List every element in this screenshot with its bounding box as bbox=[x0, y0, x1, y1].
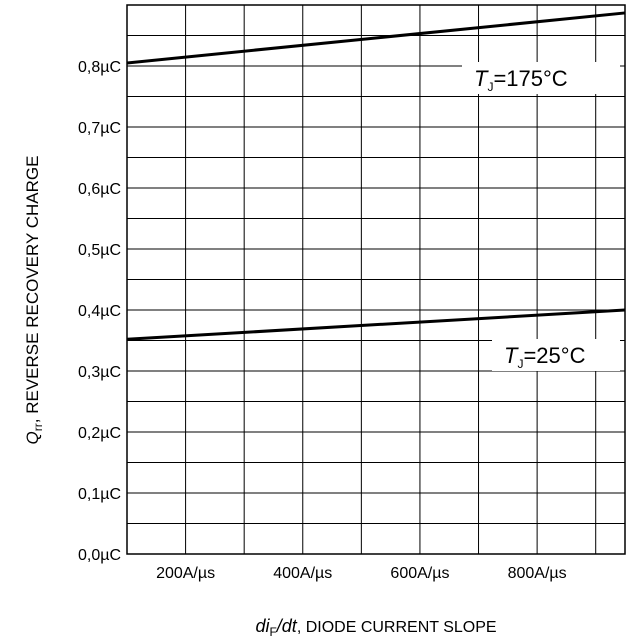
x-axis-label-text: , DIODE CURRENT SLOPE bbox=[297, 619, 497, 636]
series-label-1: TJ=25°C bbox=[504, 343, 586, 371]
tick-labels: 0,0µC 0,1µC 0,2µC 0,3µC 0,4µC 0,5µC 0,6µC 0,7µC… bbox=[78, 59, 567, 582]
y-axis-label-text: , REVERSE RECOVERY CHARGE bbox=[23, 156, 42, 424]
y-axis-label: Qrr, REVERSE RECOVERY CHARGE bbox=[23, 156, 45, 445]
x-tick-label: 400A/µs bbox=[273, 565, 332, 582]
series-line-0 bbox=[126, 11, 626, 65]
y-tick-label: 0,6µC bbox=[78, 181, 121, 198]
y-axis-symbol: Q bbox=[23, 431, 42, 444]
series-lines bbox=[126, 11, 626, 341]
x-tick-label: 800A/µs bbox=[508, 565, 567, 582]
y-tick-label: 0,5µC bbox=[78, 242, 121, 259]
series-labels: TJ=175°C TJ=25°C bbox=[462, 62, 620, 371]
y-tick-label: 0,3µC bbox=[78, 364, 121, 381]
x-axis-symbol-subscript: F bbox=[269, 625, 276, 639]
y-tick-label: 0,1µC bbox=[78, 486, 121, 503]
x-axis-label: diF/dt, DIODE CURRENT SLOPE bbox=[255, 616, 496, 639]
x-axis-symbol-tail: /dt bbox=[275, 616, 298, 636]
y-axis-symbol-subscript: rr bbox=[31, 423, 45, 431]
y-tick-label: 0,2µC bbox=[78, 425, 121, 442]
series-label-background bbox=[462, 62, 620, 94]
y-tick-label: 0,4µC bbox=[78, 303, 121, 320]
plot-frame bbox=[126, 4, 626, 555]
x-tick-label: 200A/µs bbox=[156, 565, 215, 582]
x-axis-symbol: di bbox=[255, 616, 270, 636]
x-tick-label: 600A/µs bbox=[390, 565, 449, 582]
series-line-1 bbox=[126, 308, 626, 341]
y-tick-label: 0,0µC bbox=[78, 547, 121, 564]
series-label-0: TJ=175°C bbox=[474, 66, 568, 94]
series-label-background bbox=[492, 339, 620, 371]
y-tick-label: 0,7µC bbox=[78, 120, 121, 137]
y-tick-label: 0,8µC bbox=[78, 59, 121, 76]
